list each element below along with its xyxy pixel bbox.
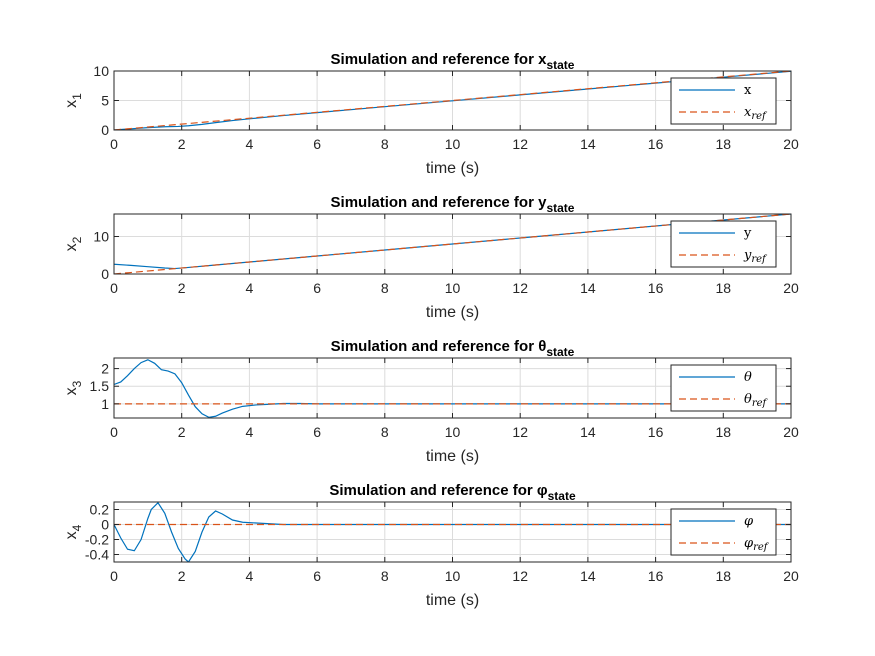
- x-tick-label: 12: [512, 424, 528, 440]
- legend-label: xref: [744, 105, 768, 122]
- y-tick-label: 5: [101, 93, 109, 109]
- x-tick-label: 0: [110, 568, 118, 584]
- y-tick-label: -0.4: [85, 547, 109, 563]
- legend: θ θref: [670, 364, 777, 412]
- chart-title: Simulation and reference for θstate: [331, 338, 575, 359]
- x-tick-label: 18: [716, 136, 732, 152]
- x-tick-label: 8: [381, 136, 389, 152]
- y-tick-label: 2: [101, 361, 109, 377]
- chart-title: Simulation and reference for ystate: [331, 194, 575, 215]
- x-tick-label: 8: [381, 280, 389, 296]
- x-axis-label: time (s): [426, 592, 479, 609]
- x-tick-label: 16: [648, 280, 664, 296]
- y-tick-label: 0: [101, 517, 109, 533]
- y-tick-label: 0.2: [90, 502, 110, 518]
- x-tick-label: 10: [445, 280, 461, 296]
- legend: y yref: [670, 220, 777, 268]
- x-tick-label: 20: [783, 568, 799, 584]
- chart-title: Simulation and reference for xstate: [331, 51, 575, 72]
- legend-box: [670, 220, 777, 268]
- x-tick-label: 20: [783, 280, 799, 296]
- x-tick-label: 16: [648, 136, 664, 152]
- x-tick-label: 6: [313, 280, 321, 296]
- x-tick-label: 2: [178, 424, 186, 440]
- y-axis-label: x4: [63, 524, 84, 539]
- x-tick-label: 8: [381, 568, 389, 584]
- x-tick-label: 12: [512, 568, 528, 584]
- x-tick-label: 18: [716, 280, 732, 296]
- y-tick-label: 0: [101, 266, 109, 282]
- x-tick-label: 4: [246, 568, 254, 584]
- subplot-4: 0 2 4 6 8 10 12 14 16 18 20-0.4-0.200.2Simulation …: [63, 482, 799, 609]
- x-tick-label: 14: [580, 280, 596, 296]
- x-tick-label: 0: [110, 424, 118, 440]
- x-tick-label: 16: [648, 568, 664, 584]
- x-tick-label: 20: [783, 136, 799, 152]
- x-tick-label: 0: [110, 280, 118, 296]
- x-tick-label: 0: [110, 136, 118, 152]
- x-tick-label: 12: [512, 136, 528, 152]
- x-tick-label: 2: [178, 568, 186, 584]
- chart-title: Simulation and reference for φstate: [329, 482, 576, 503]
- legend-label: φ: [744, 514, 754, 529]
- x-tick-label: 4: [246, 280, 254, 296]
- x-tick-label: 16: [648, 424, 664, 440]
- legend-label: y: [743, 226, 752, 241]
- legend-box: [670, 77, 777, 125]
- x-axis-label: time (s): [426, 304, 479, 321]
- x-tick-label: 20: [783, 424, 799, 440]
- x-tick-label: 10: [445, 136, 461, 152]
- legend: x xref: [670, 77, 777, 125]
- y-axis-label: x1: [63, 93, 84, 108]
- legend-label: θref: [744, 392, 769, 409]
- series-line-simulation: [114, 502, 791, 562]
- y-tick-label: -0.2: [85, 532, 109, 548]
- x-tick-label: 18: [716, 424, 732, 440]
- y-axis-label: x2: [63, 236, 84, 251]
- y-tick-label: 0: [101, 122, 109, 138]
- x-tick-label: 14: [580, 424, 596, 440]
- x-tick-label: 2: [178, 136, 186, 152]
- x-axis-label: time (s): [426, 448, 479, 465]
- x-tick-label: 18: [716, 568, 732, 584]
- subplot-2: 0 2 4 6 8 10 12 14 16 18 20 0 10 Simulation and refer…: [63, 194, 799, 321]
- x-tick-label: 6: [313, 424, 321, 440]
- x-tick-label: 12: [512, 280, 528, 296]
- x-tick-label: 10: [445, 424, 461, 440]
- x-tick-label: 14: [580, 568, 596, 584]
- legend: φ φref: [670, 508, 777, 556]
- legend-label: θ: [744, 370, 752, 385]
- x-tick-label: 14: [580, 136, 596, 152]
- y-tick-label: 10: [93, 229, 109, 245]
- y-tick-label: 10: [93, 63, 109, 79]
- y-tick-label: 1.5: [90, 378, 110, 394]
- x-axis-label: time (s): [426, 160, 479, 177]
- legend-box: [670, 508, 777, 556]
- x-tick-label: 6: [313, 568, 321, 584]
- legend-label: φref: [744, 536, 770, 553]
- x-tick-label: 8: [381, 424, 389, 440]
- y-tick-label: 1: [101, 396, 109, 412]
- legend-label: yref: [743, 248, 768, 265]
- x-tick-label: 4: [246, 136, 254, 152]
- x-tick-label: 4: [246, 424, 254, 440]
- legend-box: [670, 364, 777, 412]
- legend-label: x: [744, 83, 752, 98]
- y-axis-label: x3: [63, 380, 84, 395]
- subplot-1: 0 2 4 6 8 10 12 14 16 18 20 0 5 10 Simulation and refe…: [63, 51, 799, 177]
- x-tick-label: 6: [313, 136, 321, 152]
- x-tick-label: 2: [178, 280, 186, 296]
- x-tick-label: 10: [445, 568, 461, 584]
